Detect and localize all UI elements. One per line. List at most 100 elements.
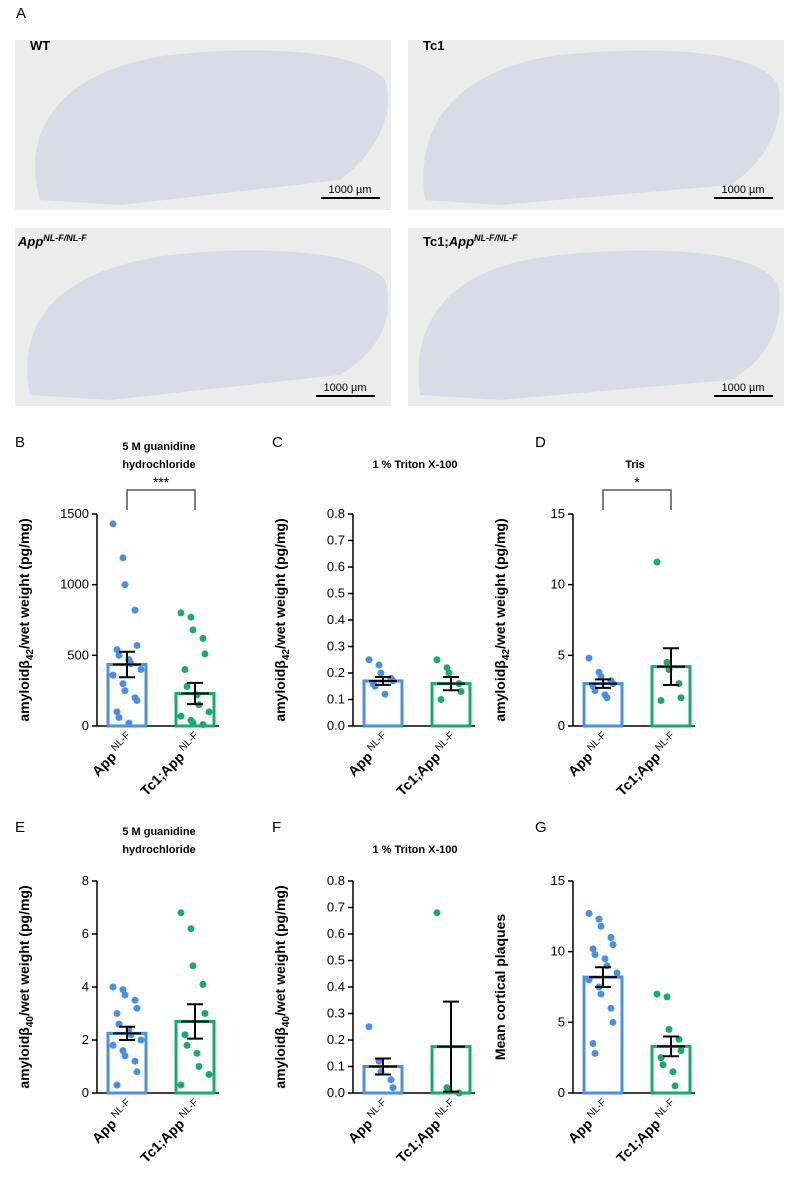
data-point (603, 962, 611, 970)
data-point (591, 687, 599, 695)
y-axis-label: amyloidβ42/wet weight (pg/mg) (492, 518, 512, 721)
y-tick-label: 0.0 (327, 1085, 345, 1100)
subscript: 42 (25, 649, 36, 661)
error-bar (181, 1003, 209, 1040)
y-tick-label: 0.3 (327, 1006, 345, 1021)
label: App (17, 234, 43, 249)
data-point (663, 658, 671, 666)
data-point (131, 606, 139, 614)
data-point (121, 991, 129, 999)
data-point (677, 694, 685, 702)
data-point (177, 609, 185, 617)
x-tick-label: AppNL-F (564, 730, 613, 779)
scale-bars: 1000 µm 1000 µm 1000 µm 1000 µm (316, 184, 773, 397)
label: /wet weight (pg/mg) (272, 885, 288, 1016)
x-tick-label: AppNL-F (88, 1097, 137, 1146)
data-point (375, 661, 383, 669)
image-label: AppNL-F/NL-F (17, 233, 87, 249)
x-tick-label: Tc1;AppNL-F (392, 1097, 461, 1166)
scale-label: 1000 µm (323, 382, 366, 394)
data-point (121, 1052, 129, 1060)
x-tick-label: Tc1;AppNL-F (612, 1097, 681, 1166)
category: Tc1;App (613, 749, 663, 799)
error-bar (369, 675, 397, 686)
data-point (677, 1047, 685, 1055)
subscript: 40 (281, 1016, 292, 1028)
y-tick-label: 0 (558, 1085, 565, 1100)
error-bar (437, 675, 465, 692)
scale-label: 1000 µm (721, 184, 764, 196)
error-bar (657, 647, 685, 687)
data-point (601, 955, 609, 963)
data-point (659, 1061, 667, 1069)
data-point (127, 1031, 135, 1039)
scale-label: 1000 µm (721, 382, 764, 394)
y-tick-label: 0.8 (327, 873, 345, 888)
significance-label: *** (153, 474, 170, 490)
x-tick-label: Tc1;AppNL-F (136, 730, 205, 799)
data-point (125, 719, 133, 727)
data-point (365, 656, 373, 664)
superscript: NL-F (433, 730, 457, 754)
chart-title: 1 % Triton X-100 (373, 844, 458, 856)
y-tick-label: 0 (82, 718, 89, 733)
data-point (177, 1081, 185, 1089)
y-tick-label: 0 (558, 718, 565, 733)
data-point (201, 1010, 209, 1017)
data-point (119, 986, 127, 994)
y-tick-label: 1000 (60, 577, 89, 592)
label: amyloidβ (492, 660, 508, 722)
data-point (199, 721, 207, 729)
superscript: NL-F (109, 1097, 133, 1121)
scale-label: 1000 µm (328, 184, 371, 196)
data-point (597, 990, 605, 998)
y-tick-label: 500 (67, 647, 89, 662)
data-point (131, 1057, 139, 1065)
superscript: NL-F (177, 730, 201, 754)
data-point (457, 688, 465, 696)
data-point (597, 673, 605, 681)
data-point (381, 690, 389, 698)
error-bar (589, 966, 617, 988)
y-tick-label: 0.2 (327, 665, 345, 680)
label: /wet weight (pg/mg) (492, 518, 508, 649)
data-point (653, 990, 661, 998)
data-point (657, 1054, 665, 1062)
panel-letter: E (15, 819, 25, 836)
data-point (669, 1068, 677, 1076)
data-point (119, 1047, 127, 1055)
data-point (671, 1082, 679, 1090)
data-point (597, 922, 605, 930)
significance-bracket (126, 489, 196, 510)
data-point (115, 651, 123, 659)
category: Tc1;App (613, 1116, 663, 1166)
data-point (183, 1041, 191, 1049)
data-point (433, 909, 441, 917)
category: App (89, 749, 120, 780)
y-tick-label: 2 (82, 1032, 89, 1047)
data-point (199, 980, 207, 988)
y-tick-label: 0 (82, 1085, 89, 1100)
data-point (109, 671, 117, 679)
y-tick-label: 0.1 (327, 1059, 345, 1074)
data-point (589, 1040, 597, 1048)
data-point (389, 1084, 397, 1092)
data-point (177, 909, 185, 917)
data-point (109, 983, 117, 991)
brain (418, 250, 780, 400)
brain (423, 50, 780, 205)
data-point (187, 925, 195, 933)
superscript: NL-F (433, 1097, 457, 1121)
label: amyloidβ (272, 660, 288, 722)
data-point (591, 1049, 599, 1057)
category: App (565, 1116, 596, 1147)
data-point (177, 712, 185, 720)
label: App (448, 234, 474, 249)
data-point (199, 634, 207, 642)
y-tick-label: 15 (551, 873, 565, 888)
data-point (445, 669, 453, 677)
data-point (591, 950, 599, 958)
image-label: Tc1 (423, 38, 444, 53)
x-tick-label: Tc1;AppNL-F (612, 730, 681, 799)
x-tick-label: Tc1;AppNL-F (392, 730, 461, 799)
